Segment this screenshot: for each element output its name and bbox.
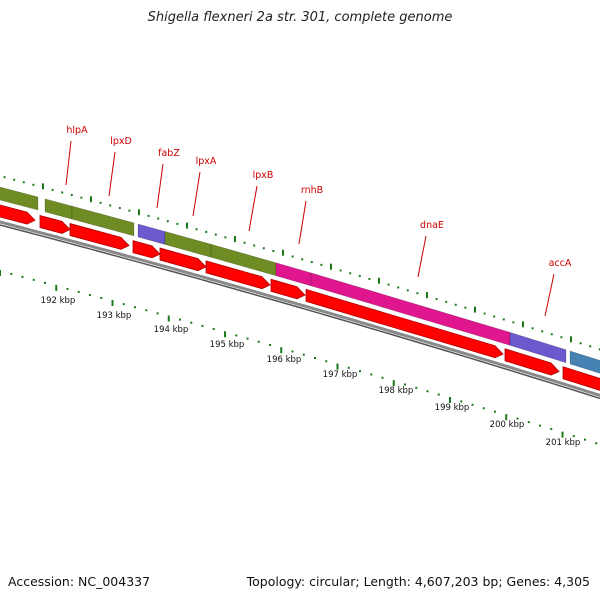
feature-lpxD bbox=[71, 205, 135, 237]
scale-label: 194 kbp bbox=[154, 325, 189, 335]
scale-label: 195 kbp bbox=[210, 340, 245, 350]
cds-arrow-10 bbox=[562, 366, 600, 391]
scale-label: 197 kbp bbox=[323, 370, 358, 380]
feature-accA bbox=[509, 331, 567, 364]
backbone-line bbox=[0, 220, 600, 397]
scale-label: 199 kbp bbox=[435, 403, 470, 413]
scale-label: 193 kbp bbox=[97, 311, 132, 321]
scale-label: 198 kbp bbox=[379, 386, 414, 396]
upper-tick-track bbox=[3, 176, 600, 351]
feature-track-lower bbox=[0, 204, 600, 391]
feature-next bbox=[569, 350, 600, 374]
gene-label-accA: accA bbox=[549, 258, 572, 269]
cds-arrow-5 bbox=[159, 247, 207, 272]
leader-fabZ bbox=[156, 163, 164, 209]
gene-label-rnhB: rnhB bbox=[301, 185, 323, 196]
scale-label: 192 kbp bbox=[41, 296, 76, 306]
scale-label: 200 kbp bbox=[490, 420, 525, 430]
cds-arrow-1 bbox=[0, 204, 36, 225]
leader-dnaE bbox=[417, 235, 427, 278]
leader-lpxA bbox=[192, 171, 201, 217]
genome-backbone bbox=[0, 220, 600, 400]
feature-hlpA bbox=[0, 186, 39, 211]
gene-label-fabZ: fabZ bbox=[158, 148, 180, 159]
cds-arrow-8 bbox=[305, 288, 504, 359]
leader-lpxD bbox=[108, 151, 116, 197]
cds-arrow-3 bbox=[69, 223, 130, 250]
feature-fabZ bbox=[137, 223, 166, 245]
gene-label-lpxB: lpxB bbox=[253, 170, 274, 181]
feature-lpxB bbox=[210, 243, 277, 277]
topology-summary: Topology: circular; Length: 4,607,203 bp… bbox=[246, 574, 590, 589]
cds-arrow-6 bbox=[205, 260, 271, 290]
cds-arrow-9 bbox=[504, 348, 560, 376]
scale-label: 201 kbp bbox=[546, 438, 581, 448]
feature-lpxD-a bbox=[44, 198, 73, 220]
gene-label-dnaE: dnaE bbox=[420, 220, 444, 231]
gene-label-hlpA: hlpA bbox=[66, 125, 88, 136]
gene-labels: hlpA lpxD fabZ lpxA lpxB rnhB dnaE accA bbox=[65, 125, 572, 317]
accession-label: Accession: NC_004337 bbox=[8, 574, 151, 589]
gene-label-lpxA: lpxA bbox=[196, 156, 217, 167]
scale-label: 196 kbp bbox=[267, 355, 302, 365]
leader-lpxB bbox=[248, 185, 258, 232]
cds-arrow-7 bbox=[270, 278, 306, 300]
scale-tick-track bbox=[0, 270, 598, 445]
scale-labels: 192 kbp 193 kbp 194 kbp 195 kbp 196 kbp 197 k… bbox=[41, 296, 581, 448]
leader-hlpA bbox=[65, 140, 72, 186]
backbone-shadow bbox=[0, 224, 600, 400]
cds-arrow-4 bbox=[132, 240, 161, 259]
gene-label-lpxD: lpxD bbox=[110, 136, 132, 147]
feature-track-upper bbox=[0, 186, 600, 374]
leader-accA bbox=[544, 273, 555, 317]
leader-rnhB bbox=[298, 200, 307, 245]
cds-arrow-2 bbox=[39, 215, 71, 234]
genome-title: Shigella flexneri 2a str. 301, complete … bbox=[147, 10, 453, 25]
